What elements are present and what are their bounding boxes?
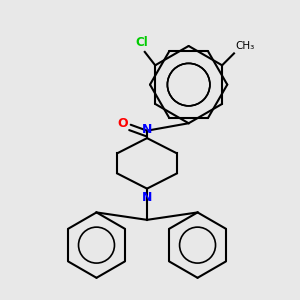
Text: N: N <box>142 191 152 204</box>
Text: O: O <box>117 117 128 130</box>
Text: Cl: Cl <box>135 36 148 49</box>
Text: N: N <box>142 123 152 136</box>
Text: CH₃: CH₃ <box>236 41 255 51</box>
